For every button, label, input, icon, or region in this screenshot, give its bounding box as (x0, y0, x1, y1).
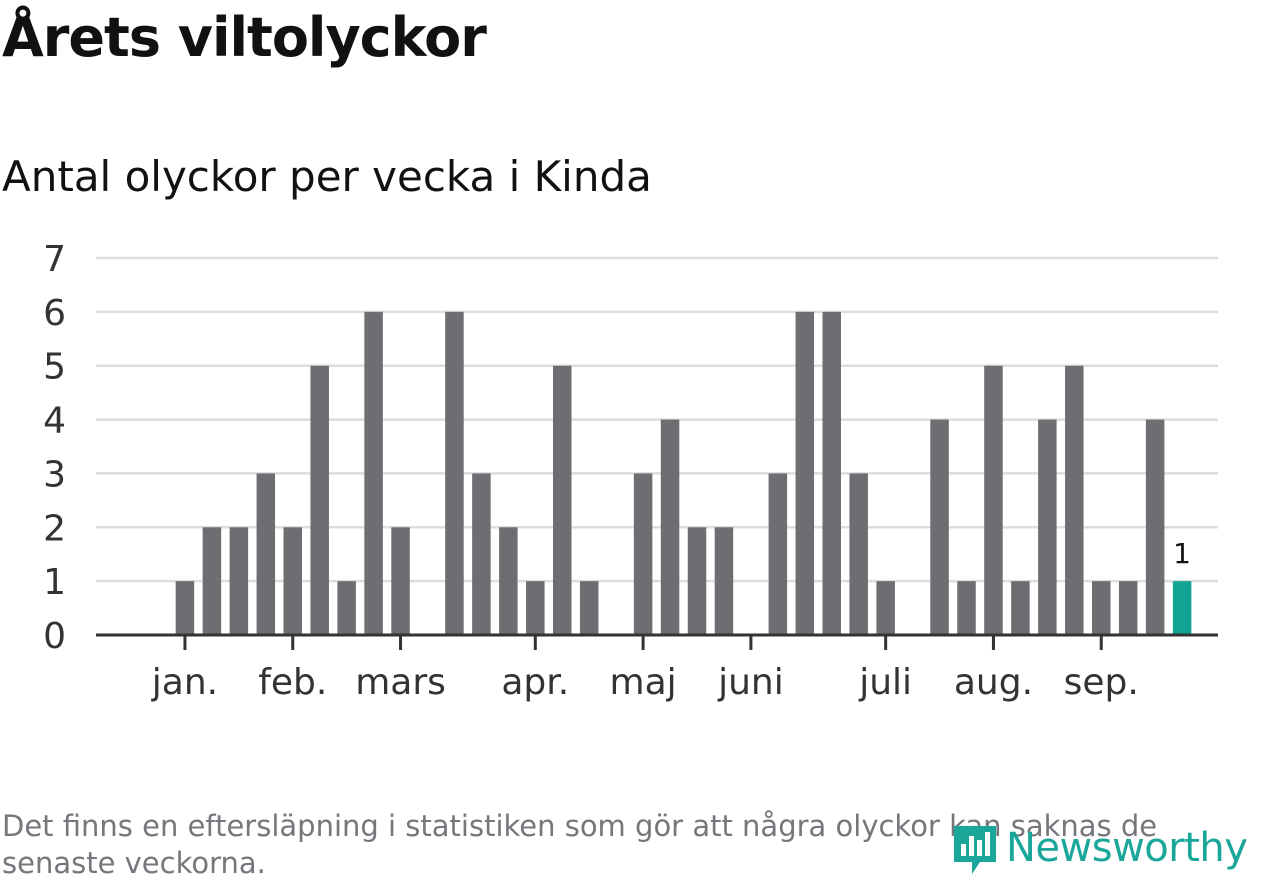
bar (660, 419, 680, 635)
chart-title: Årets viltolyckor (2, 6, 487, 69)
x-tick-label: mars (355, 662, 446, 703)
bar (984, 365, 1003, 635)
brand-name: Newsworthy (1006, 825, 1248, 871)
bar (579, 581, 599, 635)
y-tick-label: 0 (43, 616, 66, 657)
bar (849, 473, 868, 635)
x-tick-label: apr. (501, 662, 569, 703)
bar (283, 527, 302, 635)
bar (1065, 365, 1084, 635)
newsworthy-logo[interactable]: Newsworthy (950, 818, 1248, 878)
bar (445, 311, 464, 635)
bar (499, 527, 518, 635)
bar (391, 527, 410, 635)
bar (1118, 581, 1138, 635)
x-tick-label: jan. (151, 662, 218, 703)
bar (633, 473, 653, 635)
y-tick-label: 4 (43, 401, 66, 442)
bar (472, 473, 491, 635)
bar (1145, 419, 1165, 635)
bar (310, 365, 329, 635)
bar (553, 365, 572, 635)
x-tick-label: maj (610, 662, 677, 703)
bar (337, 581, 356, 635)
data-label: 1 (1173, 537, 1191, 570)
x-tick-label: feb. (258, 662, 327, 703)
bar (768, 473, 788, 635)
x-tick-label: juni (717, 662, 784, 703)
bar (256, 473, 276, 635)
y-tick-label: 1 (43, 562, 66, 603)
y-tick-label: 3 (43, 454, 66, 495)
bar (202, 527, 222, 635)
x-tick-label: aug. (954, 662, 1033, 703)
y-tick-label: 6 (43, 293, 66, 334)
bar (795, 311, 815, 635)
x-tick-label: juli (858, 662, 912, 703)
bar (876, 581, 895, 635)
newsworthy-logo-icon (954, 826, 996, 874)
bar (957, 581, 976, 635)
y-tick-label: 7 (43, 239, 66, 280)
bar (229, 527, 249, 635)
bar (687, 527, 707, 635)
x-tick-label: sep. (1064, 662, 1139, 703)
bar (364, 311, 383, 635)
bar-chart: 0 1 2 3 4 5 6 7 1 jan. feb. mars apr. maj juni juli aug.… (43, 239, 1218, 703)
chart-subtitle: Antal olyckor per vecka i Kinda (2, 152, 652, 201)
bar (1011, 581, 1030, 635)
bar-highlight (1172, 581, 1192, 635)
bar (526, 581, 545, 635)
bar (1038, 419, 1057, 635)
bar (822, 311, 841, 635)
bar (930, 419, 949, 635)
bar (714, 527, 734, 635)
bar (175, 581, 195, 635)
y-tick-label: 5 (43, 347, 66, 388)
y-tick-label: 2 (43, 508, 66, 549)
bar (1092, 581, 1111, 635)
